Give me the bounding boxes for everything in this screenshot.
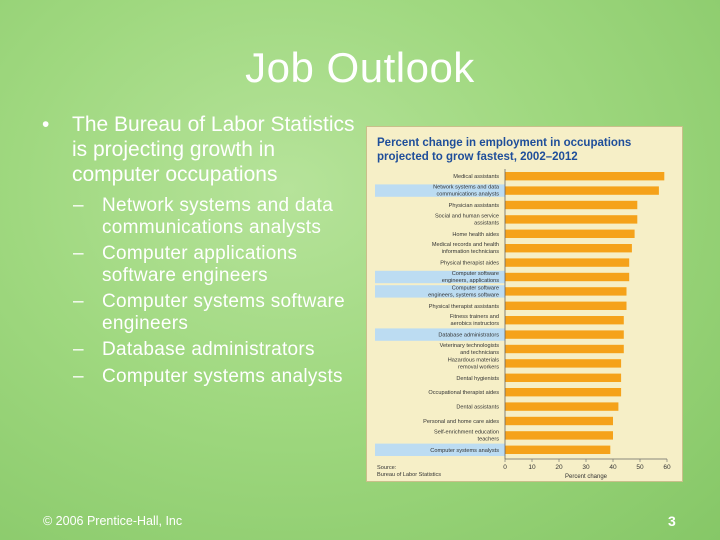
dash-icon: – bbox=[73, 291, 84, 312]
category-label: Physician assistants bbox=[449, 203, 500, 209]
bar bbox=[505, 431, 613, 440]
category-label: engineers, systems software bbox=[428, 292, 499, 298]
subbullet: – Database administrators bbox=[73, 339, 360, 361]
bar bbox=[505, 402, 619, 411]
chart-title-line: Percent change in employment in occupati… bbox=[377, 137, 631, 149]
x-tick-label: 20 bbox=[555, 464, 563, 471]
source-label: Bureau of Labor Statistics bbox=[377, 472, 441, 478]
highlight-band bbox=[375, 443, 505, 456]
slide-title: Job Outlook bbox=[245, 44, 475, 91]
x-tick-label: 30 bbox=[582, 464, 590, 471]
dash-icon: – bbox=[73, 365, 84, 387]
category-label: information technicians bbox=[442, 249, 499, 255]
chart-panel: Percent change in employment in occupati… bbox=[366, 126, 683, 482]
bar bbox=[505, 344, 624, 354]
bar bbox=[505, 445, 611, 454]
category-label: Network systems and data bbox=[433, 185, 500, 191]
source-label: Source: bbox=[377, 465, 397, 471]
bar bbox=[505, 416, 613, 426]
category-label: Dental assistants bbox=[456, 405, 499, 411]
subbullet-text: Computer applications software engineers bbox=[102, 243, 298, 286]
x-tick-label: 40 bbox=[609, 464, 617, 471]
highlight-band bbox=[375, 184, 505, 197]
category-label: Medical assistants bbox=[453, 174, 499, 180]
bar bbox=[505, 186, 659, 195]
category-label: Physical therapist aides bbox=[440, 261, 499, 267]
category-label: removal workers bbox=[458, 364, 499, 370]
x-tick-label: 60 bbox=[663, 464, 671, 471]
dash-icon: – bbox=[73, 243, 84, 264]
category-label: Occupational therapist aides bbox=[428, 390, 499, 396]
bar bbox=[505, 229, 635, 238]
category-label: Personal and home care aides bbox=[423, 419, 499, 425]
category-label: Medical records and health bbox=[432, 242, 499, 248]
subbullet: – Network systems and data communications… bbox=[73, 195, 360, 238]
category-label: teachers bbox=[478, 436, 500, 442]
category-label: Computer systems analysts bbox=[430, 448, 499, 454]
category-label: aerobics instructors bbox=[451, 321, 500, 327]
bar bbox=[505, 330, 624, 339]
bar bbox=[505, 388, 622, 397]
highlight-band bbox=[375, 270, 505, 284]
subbullet: – Computer systems software engineers bbox=[73, 291, 360, 334]
subbullet: – Computer systems analysts bbox=[73, 366, 360, 388]
category-label: Home health aides bbox=[452, 232, 499, 238]
category-label: Computer software bbox=[452, 285, 499, 291]
dash-icon: – bbox=[73, 195, 84, 216]
highlight-band bbox=[375, 328, 505, 341]
x-tick-label: 50 bbox=[636, 464, 644, 471]
bullet-dot-icon: • bbox=[42, 113, 50, 136]
category-label: Self-enrichment education bbox=[434, 429, 499, 435]
category-label: Database administrators bbox=[438, 333, 499, 339]
subbullet: – Computer applications software engineer… bbox=[73, 243, 360, 286]
subbullet-text: Network systems and data communications … bbox=[102, 195, 334, 238]
category-label: Hazardous materials bbox=[448, 357, 500, 363]
subbullet-text: Computer systems analysts bbox=[102, 365, 343, 387]
bar bbox=[505, 258, 630, 267]
category-label: Social and human service bbox=[435, 213, 499, 219]
main-bullet: • The Bureau of Labor Statistics is proj… bbox=[40, 112, 360, 187]
main-bullet-text: The Bureau of Labor Statistics is projec… bbox=[72, 113, 355, 186]
bar bbox=[505, 172, 665, 181]
highlight-band bbox=[375, 285, 505, 298]
category-label: and technicians bbox=[460, 350, 499, 356]
bar bbox=[505, 200, 638, 210]
bar bbox=[505, 316, 624, 325]
bar bbox=[505, 373, 622, 382]
category-label: Physical therapist assistants bbox=[429, 304, 499, 310]
bar bbox=[505, 215, 638, 224]
subbullet-text: Database administrators bbox=[102, 339, 315, 360]
bar bbox=[505, 272, 630, 282]
category-label: assistants bbox=[474, 220, 499, 226]
category-label: Computer software bbox=[452, 271, 499, 277]
category-label: communications analysts bbox=[437, 192, 500, 198]
bar bbox=[505, 301, 627, 310]
x-axis-label: Percent change bbox=[565, 474, 608, 480]
x-tick-label: 10 bbox=[528, 464, 536, 471]
dash-icon: – bbox=[73, 339, 84, 360]
chart-title-line: projected to grow fastest, 2002–2012 bbox=[377, 151, 578, 163]
page-number: 3 bbox=[668, 513, 676, 529]
subbullet-text: Computer systems software engineers bbox=[102, 291, 345, 334]
x-tick-label: 0 bbox=[503, 464, 507, 471]
bar bbox=[505, 287, 627, 296]
copyright-footer: © 2006 Prentice-Hall, Inc bbox=[43, 514, 183, 528]
category-label: Fitness trainers and bbox=[450, 314, 499, 320]
category-label: Veterinary technologists bbox=[440, 343, 500, 349]
category-label: Dental hygienists bbox=[456, 376, 499, 382]
bar bbox=[505, 359, 622, 368]
subbullet-list: – Network systems and data communications… bbox=[40, 195, 360, 387]
bar-chart: Percent change in employment in occupati… bbox=[375, 137, 671, 480]
bullet-list: • The Bureau of Labor Statistics is proj… bbox=[40, 112, 360, 392]
bar bbox=[505, 244, 632, 253]
category-label: engineers, applications bbox=[442, 278, 499, 284]
